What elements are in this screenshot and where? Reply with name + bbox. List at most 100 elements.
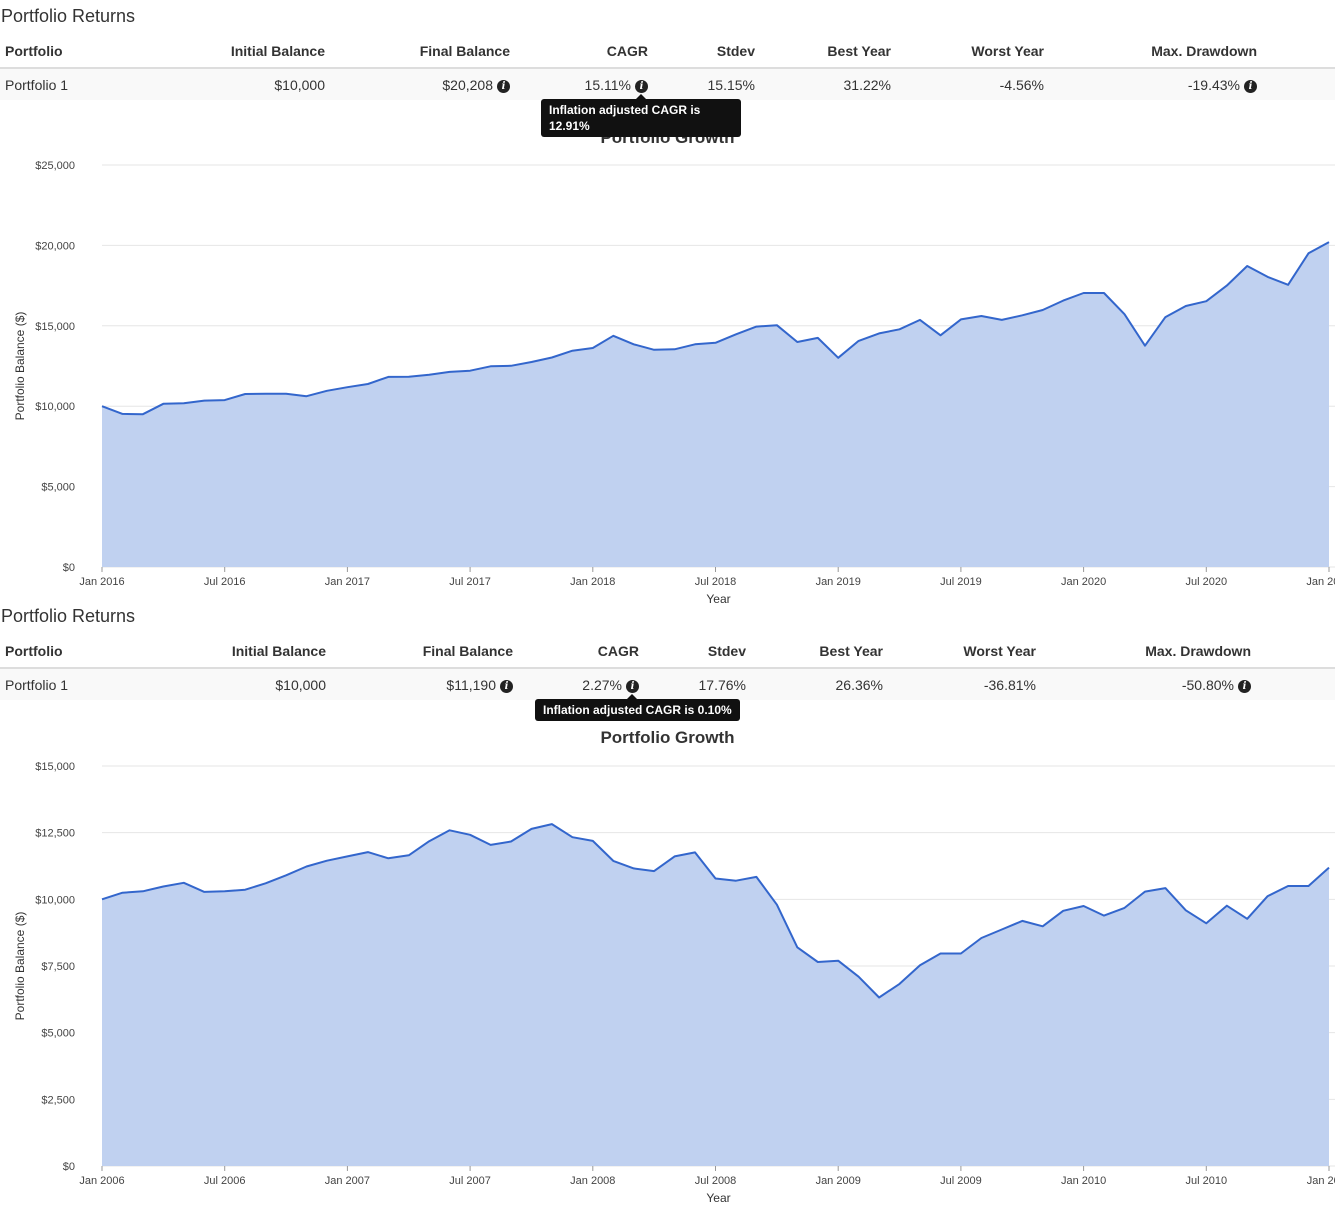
cell-worst-year: -36.81% xyxy=(888,668,1041,700)
cagr-value: 2.27% xyxy=(582,676,622,693)
x-tick-label: Jan 2006 xyxy=(79,1175,124,1187)
portfolio-growth-chart: $0 $2,500 $5,000 $7,500 $10,000 $12,500 $15,00… xyxy=(13,761,1335,1205)
returns-table: Portfolio Initial Balance Final Balance … xyxy=(0,634,1335,700)
cell-portfolio: Portfolio 1 xyxy=(0,68,130,100)
info-icon[interactable]: i xyxy=(635,79,648,93)
info-icon[interactable]: i xyxy=(497,79,510,93)
final-balance-value: $20,208 xyxy=(442,76,493,93)
y-tick-label: $0 xyxy=(63,1161,75,1173)
returns-table: Portfolio Initial Balance Final Balance … xyxy=(0,34,1335,100)
col-header-worst-year: Worst Year xyxy=(896,34,1049,69)
cell-cagr: 2.27% i xyxy=(518,668,644,700)
chart-title: Portfolio Growth xyxy=(600,728,735,747)
info-icon[interactable]: i xyxy=(626,679,639,693)
y-tick-label: $25,000 xyxy=(35,160,75,172)
x-tick-label: Jul 2007 xyxy=(449,1175,491,1187)
col-header-best-year: Best Year xyxy=(751,634,888,669)
cell-initial-balance: $10,000 xyxy=(130,68,330,100)
col-header-max-drawdown: Max. Drawdown xyxy=(1041,634,1256,669)
col-header-portfolio: Portfolio xyxy=(0,634,130,669)
x-tick-label: Jul 2020 xyxy=(1186,576,1228,588)
cell-best-year: 26.36% xyxy=(751,668,888,700)
x-tick-label: Jan 2007 xyxy=(325,1175,370,1187)
col-header-best-year: Best Year xyxy=(760,34,896,69)
y-tick-label: $5,000 xyxy=(41,1028,75,1040)
series-area xyxy=(102,824,1329,1166)
table-header-row: Portfolio Initial Balance Final Balance … xyxy=(0,34,1335,69)
cell-max-drawdown: -19.43% i xyxy=(1049,68,1262,100)
y-tick-label: $20,000 xyxy=(35,240,75,252)
x-tick-label: Jan 2010 xyxy=(1061,1175,1106,1187)
info-icon[interactable]: i xyxy=(1244,79,1257,93)
final-balance-value: $11,190 xyxy=(446,676,496,693)
y-tick-label: $2,500 xyxy=(41,1094,75,1106)
x-tick-label: Jul 2006 xyxy=(204,1175,246,1187)
cell-max-drawdown: -50.80% i xyxy=(1041,668,1256,700)
cell-final-balance: $11,190 i xyxy=(331,668,518,700)
cell-final-balance: $20,208 i xyxy=(330,68,515,100)
y-tick-label: $0 xyxy=(63,562,75,574)
cagr-tooltip: Inflation adjusted CAGR is 0.10% xyxy=(535,694,740,721)
series-line xyxy=(101,241,1330,416)
x-tick-label: Jan 2020 xyxy=(1061,576,1106,588)
x-tick-label: Jan 2016 xyxy=(79,576,124,588)
col-header-portfolio: Portfolio xyxy=(0,34,130,69)
series-area xyxy=(102,242,1329,567)
cell-best-year: 31.22% xyxy=(760,68,896,100)
info-icon[interactable]: i xyxy=(1238,679,1251,693)
x-tick-label: Jan 2019 xyxy=(816,576,861,588)
cell-spacer xyxy=(1262,68,1335,100)
y-tick-label: $15,000 xyxy=(35,761,75,773)
section-title: Portfolio Returns xyxy=(1,6,136,26)
cell-stdev: 17.76% xyxy=(644,668,751,700)
cell-cagr: 15.11% i xyxy=(515,68,653,100)
cell-worst-year: -4.56% xyxy=(896,68,1049,100)
table-row: Portfolio 1 $10,000 $11,190 i 2.27% i 17.7… xyxy=(0,668,1335,700)
x-tick-label: Jan 2018 xyxy=(570,576,615,588)
max-drawdown-value: -19.43% xyxy=(1187,76,1240,93)
y-tick-label: $10,000 xyxy=(35,401,75,413)
col-header-cagr: CAGR xyxy=(515,34,653,69)
cell-stdev: 15.15% xyxy=(653,68,760,100)
col-header-initial-balance: Initial Balance xyxy=(130,634,331,669)
col-header-spacer xyxy=(1262,34,1335,69)
x-tick-label: Jan 2011 xyxy=(1307,1175,1335,1187)
col-header-spacer xyxy=(1256,634,1335,669)
section-title: Portfolio Returns xyxy=(1,606,136,626)
cell-portfolio: Portfolio 1 xyxy=(0,668,130,700)
y-tick-label: $15,000 xyxy=(35,321,75,333)
portfolio-growth-chart: $0 $5,000 $10,000 $15,000 $20,000 $25,000 Jan … xyxy=(13,160,1335,606)
x-tick-label: Jul 2016 xyxy=(204,576,246,588)
col-header-worst-year: Worst Year xyxy=(888,634,1041,669)
col-header-cagr: CAGR xyxy=(518,634,644,669)
y-axis-label: Portfolio Balance ($) xyxy=(13,912,27,1021)
x-tick-label: Jul 2019 xyxy=(940,576,982,588)
x-tick-label: Jul 2008 xyxy=(695,1175,737,1187)
table-row: Portfolio 1 $10,000 $20,208 i 15.11% i 15.… xyxy=(0,68,1335,100)
x-tick-label: Jul 2009 xyxy=(940,1175,982,1187)
cagr-tooltip: Inflation adjusted CAGR is 12.91% xyxy=(541,94,741,137)
info-icon[interactable]: i xyxy=(500,679,513,693)
col-header-stdev: Stdev xyxy=(653,34,760,69)
x-tick-label: Jan 2008 xyxy=(570,1175,615,1187)
series-line xyxy=(101,823,1330,999)
x-axis-label: Year xyxy=(706,1191,730,1205)
x-axis-label: Year xyxy=(706,592,730,606)
max-drawdown-value: -50.80% xyxy=(1181,676,1234,693)
y-tick-label: $5,000 xyxy=(41,482,75,494)
y-axis-label: Portfolio Balance ($) xyxy=(13,312,27,421)
col-header-max-drawdown: Max. Drawdown xyxy=(1049,34,1262,69)
x-tick-label: Jan 2009 xyxy=(816,1175,861,1187)
cell-spacer xyxy=(1256,668,1335,700)
x-tick-label: Jul 2017 xyxy=(449,576,491,588)
y-tick-label: $12,500 xyxy=(35,828,75,840)
col-header-final-balance: Final Balance xyxy=(330,34,515,69)
y-tick-label: $10,000 xyxy=(35,894,75,906)
table-header-row: Portfolio Initial Balance Final Balance … xyxy=(0,634,1335,669)
returns-panel-2: Portfolio Returns Portfolio Initial Bala… xyxy=(0,600,1335,1205)
x-tick-label: Jan 2021 xyxy=(1306,576,1335,588)
x-tick-label: Jul 2018 xyxy=(695,576,737,588)
col-header-initial-balance: Initial Balance xyxy=(130,34,330,69)
returns-panel-1: Portfolio Returns Portfolio Initial Bala… xyxy=(0,0,1335,606)
cagr-value: 15.11% xyxy=(584,76,631,93)
